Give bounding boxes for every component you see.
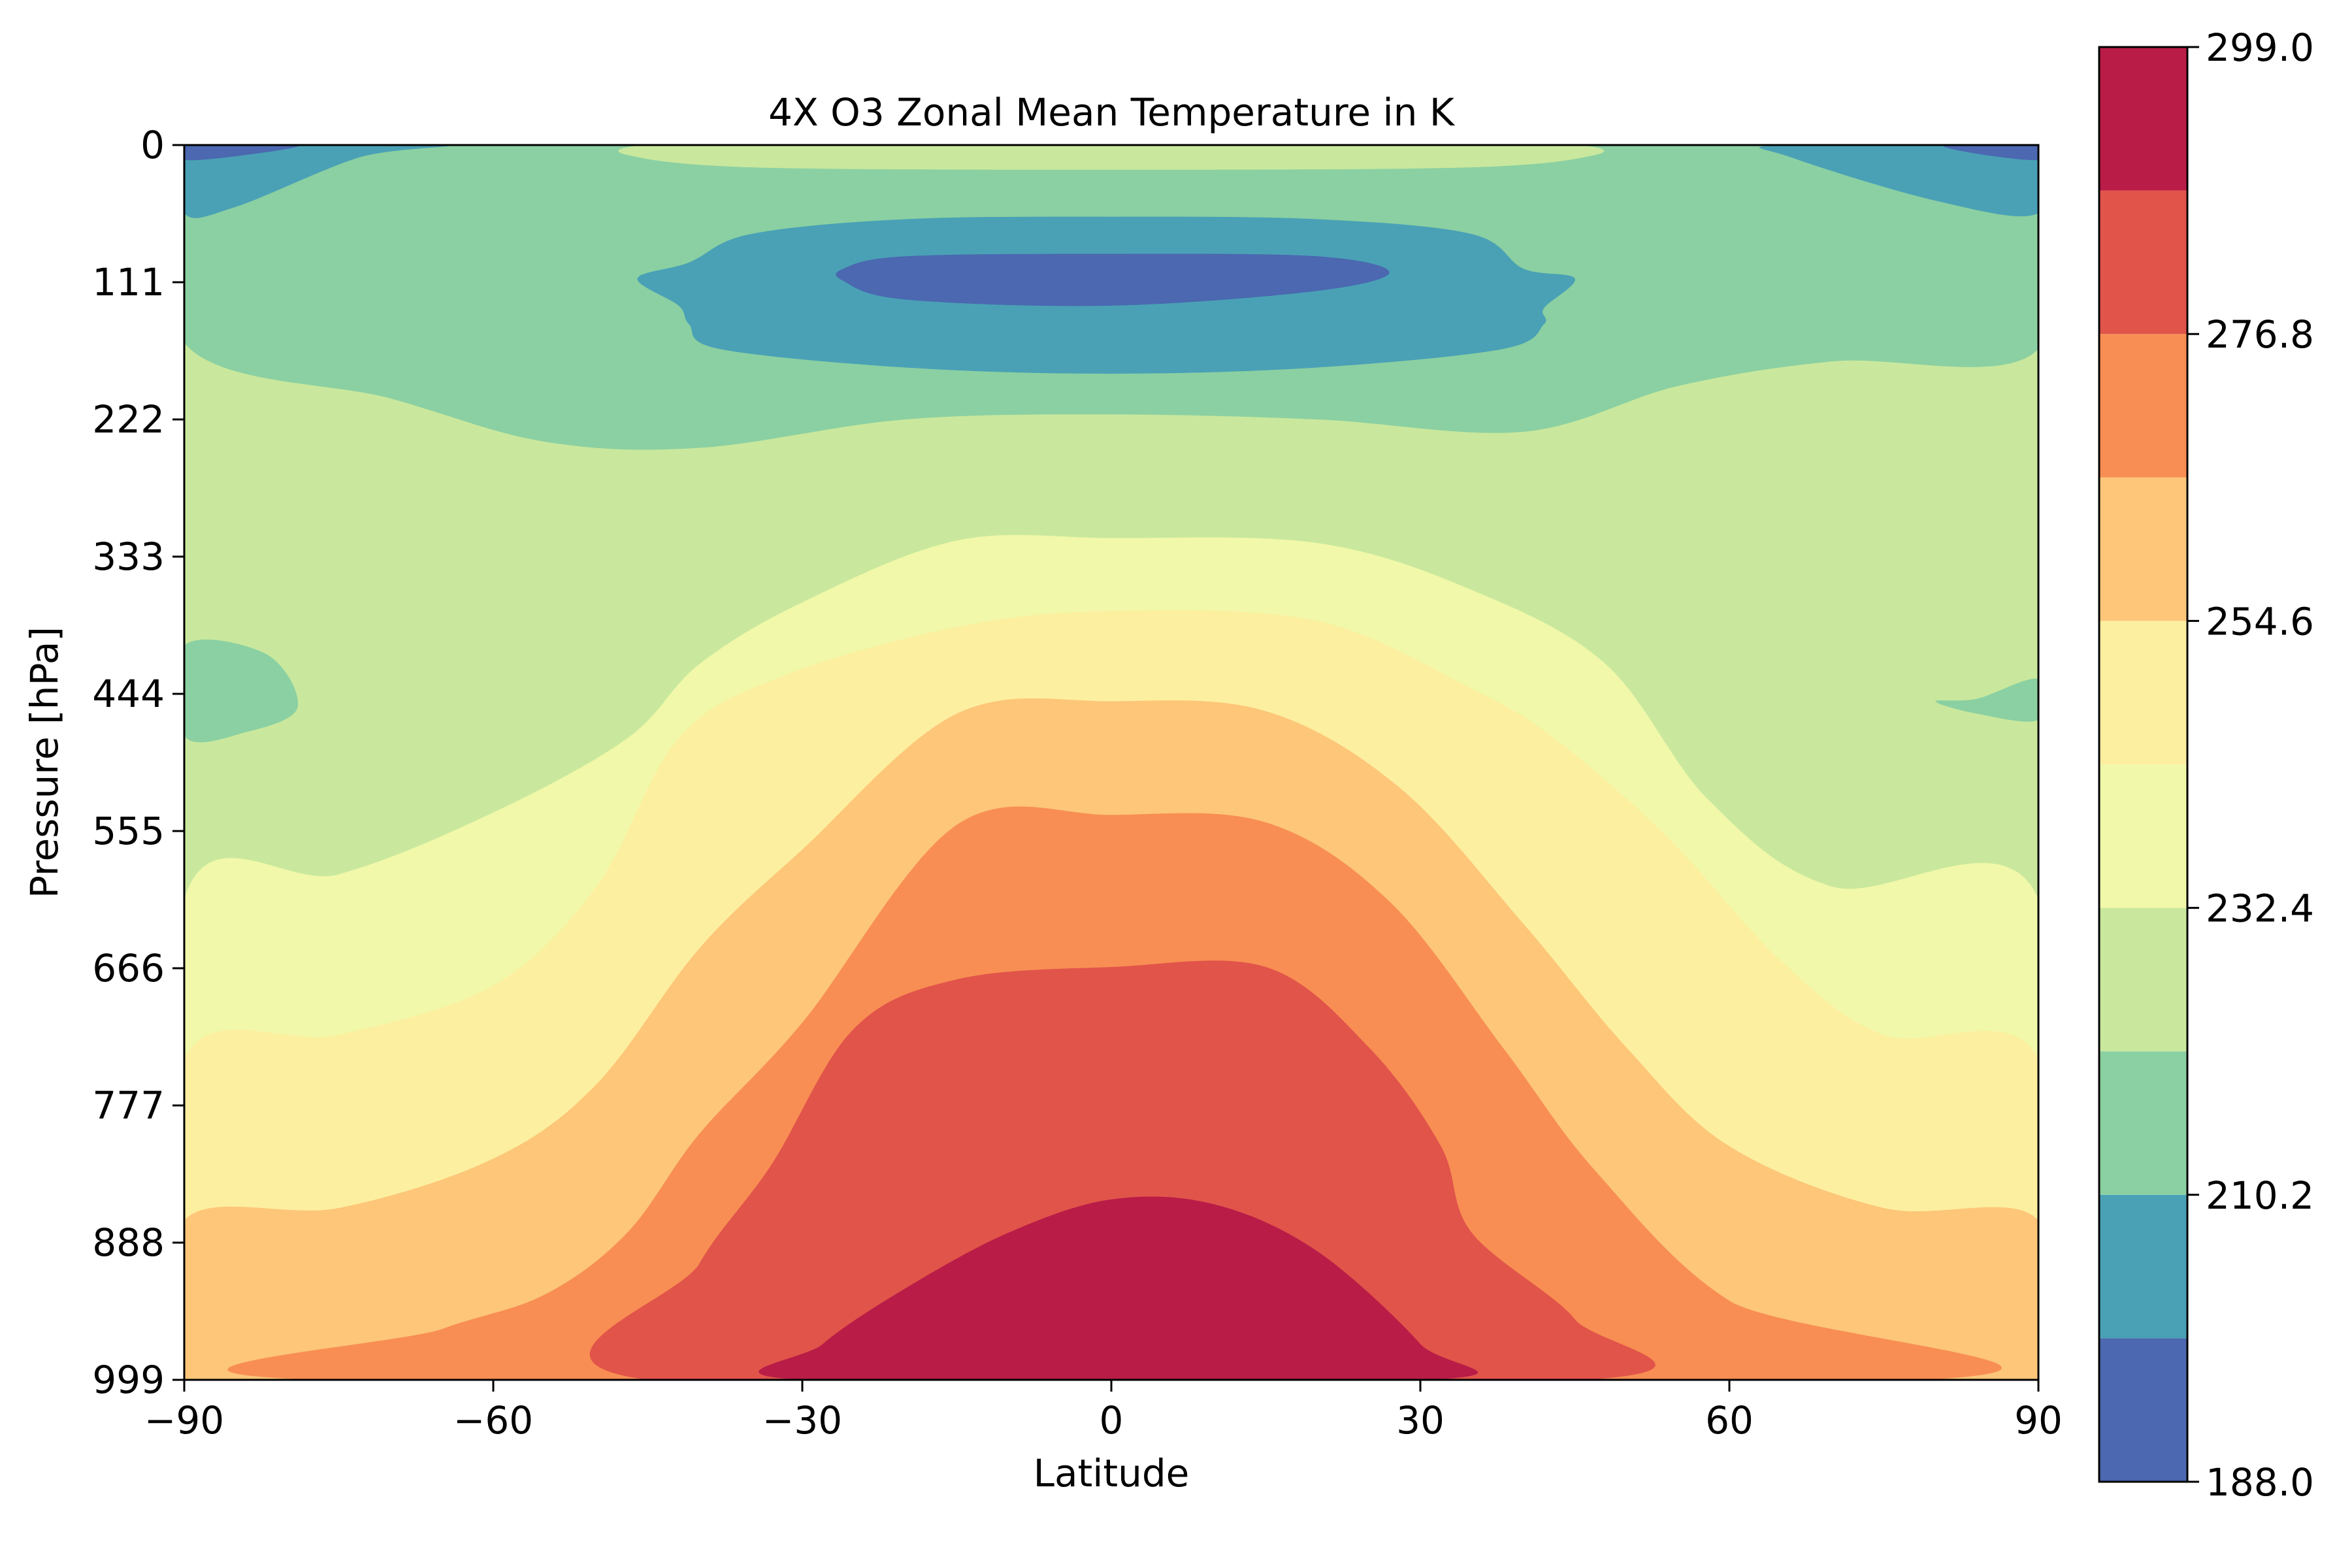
colorbar-tick-label: 210.2 bbox=[2206, 1173, 2314, 1218]
colorbar-tick-label: 232.4 bbox=[2206, 887, 2314, 931]
y-tick-label: 999 bbox=[92, 1358, 165, 1402]
y-tick-label: 333 bbox=[92, 534, 165, 579]
chart-title: 4X O3 Zonal Mean Temperature in K bbox=[768, 90, 1456, 135]
y-tick-label: 666 bbox=[92, 946, 165, 990]
colorbar-tick-label: 188.0 bbox=[2206, 1460, 2314, 1505]
y-tick-label: 444 bbox=[92, 672, 165, 716]
colorbar-segment bbox=[2099, 621, 2187, 764]
colorbar-segment bbox=[2099, 334, 2187, 478]
contour-region-level-1 bbox=[1759, 145, 2038, 217]
colorbar-segment bbox=[2099, 47, 2187, 191]
contour-region-level-3 bbox=[618, 145, 1605, 170]
x-tick-label: 90 bbox=[2014, 1398, 2063, 1443]
x-tick-label: −30 bbox=[762, 1398, 842, 1443]
x-tick-label: 0 bbox=[1100, 1398, 1124, 1443]
colorbar-frame bbox=[2098, 46, 2189, 1483]
x-tick-label: 30 bbox=[1396, 1398, 1445, 1443]
x-tick-label: 60 bbox=[1705, 1398, 1754, 1443]
colorbar: 188.0 210.2 232.4 254.6 276.8 299.0 bbox=[2099, 25, 2314, 1505]
colorbar-tick-label: 254.6 bbox=[2206, 599, 2314, 644]
y-tick-label: 222 bbox=[92, 397, 165, 442]
y-axis-label: Pressure [hPa] bbox=[22, 627, 67, 898]
colorbar-segment bbox=[2099, 1338, 2187, 1482]
colorbar-segment bbox=[2099, 477, 2187, 621]
contour-fill-layer bbox=[184, 145, 2038, 1380]
x-tick-label: −60 bbox=[453, 1398, 533, 1443]
contour-region-level-0 bbox=[1943, 145, 2038, 161]
colorbar-segment bbox=[2099, 1051, 2187, 1195]
y-tick-label: 888 bbox=[92, 1220, 165, 1265]
y-tick-label: 0 bbox=[140, 123, 165, 167]
contour-region-level-2 bbox=[184, 639, 299, 743]
contour-region-level-9 bbox=[759, 1196, 1478, 1380]
contour-region-level-2 bbox=[1935, 678, 2038, 722]
y-axis: 0 111 222 333 444 555 666 777 888 999 bbox=[92, 123, 184, 1402]
colorbar-tick-label: 299.0 bbox=[2206, 25, 2314, 70]
colorbar-segment bbox=[2099, 764, 2187, 908]
contour-region-level-8 bbox=[589, 960, 1656, 1380]
colorbar-segment bbox=[2099, 1194, 2187, 1339]
contour-region-level-0 bbox=[836, 253, 1390, 306]
colorbar-tick-label: 276.8 bbox=[2206, 312, 2314, 357]
x-tick-label: −90 bbox=[144, 1398, 224, 1443]
colorbar-segment bbox=[2099, 190, 2187, 335]
contour-region-level-1 bbox=[184, 145, 448, 218]
y-tick-label: 777 bbox=[92, 1083, 165, 1128]
contour-region-level-0 bbox=[184, 145, 299, 161]
x-axis: −90 −60 −30 0 30 60 90 bbox=[144, 1380, 2063, 1443]
y-tick-label: 555 bbox=[92, 809, 165, 853]
colorbar-segment bbox=[2099, 907, 2187, 1052]
x-axis-label: Latitude bbox=[1034, 1451, 1190, 1495]
y-tick-label: 111 bbox=[92, 260, 165, 304]
